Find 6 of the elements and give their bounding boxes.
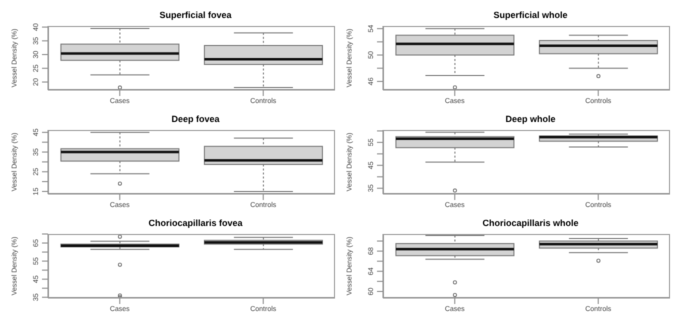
chart-title: Deep fovea (170, 113, 221, 126)
chart-title: Deep whole (504, 113, 556, 126)
chart-title: Choriocapillaris whole (481, 217, 580, 230)
chart-title: Superficial whole (492, 9, 569, 22)
chart-title: Choriocapillaris fovea (147, 217, 244, 230)
chart-title: Superficial fovea (158, 9, 233, 22)
